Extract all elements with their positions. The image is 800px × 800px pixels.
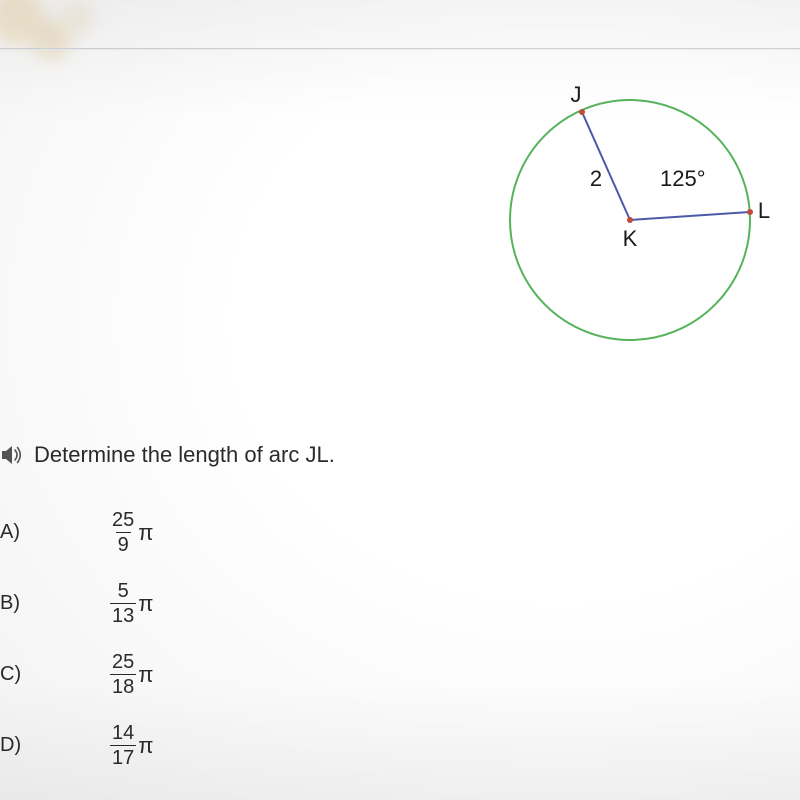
lens-flare <box>60 0 95 35</box>
choice-fraction: 1417 <box>110 723 136 768</box>
svg-text:K: K <box>623 226 638 251</box>
choice-letter: C) <box>0 663 110 686</box>
choice-letter: A) <box>0 521 110 544</box>
pi-symbol: π <box>138 591 153 617</box>
question-row: Determine the length of arc JL. <box>0 442 335 468</box>
question-text: Determine the length of arc JL. <box>34 442 335 468</box>
svg-text:J: J <box>571 82 582 107</box>
lens-flare <box>30 18 72 60</box>
svg-text:2: 2 <box>590 166 602 191</box>
answer-choice[interactable]: A)259π <box>0 510 320 555</box>
answer-choice[interactable]: B)513π <box>0 581 320 626</box>
circle-diagram: J L K 2 125° <box>490 80 770 360</box>
pi-symbol: π <box>138 520 153 546</box>
choice-letter: B) <box>0 592 110 615</box>
choice-letter: D) <box>0 734 110 757</box>
lens-flare <box>0 0 45 45</box>
svg-text:125°: 125° <box>660 166 706 191</box>
audio-icon[interactable] <box>0 444 24 466</box>
header-divider <box>0 48 800 50</box>
choice-fraction: 259 <box>110 510 136 555</box>
choice-fraction: 2518 <box>110 652 136 697</box>
answer-choice[interactable]: C)2518π <box>0 652 320 697</box>
diagram-svg: J L K 2 125° <box>490 80 770 360</box>
pi-symbol: π <box>138 733 153 759</box>
answer-choice[interactable]: D)1417π <box>0 723 320 768</box>
svg-text:L: L <box>758 198 770 223</box>
answer-choices: A)259πB)513πC)2518πD)1417π <box>0 510 320 794</box>
choice-fraction: 513 <box>110 581 136 626</box>
pi-symbol: π <box>138 662 153 688</box>
